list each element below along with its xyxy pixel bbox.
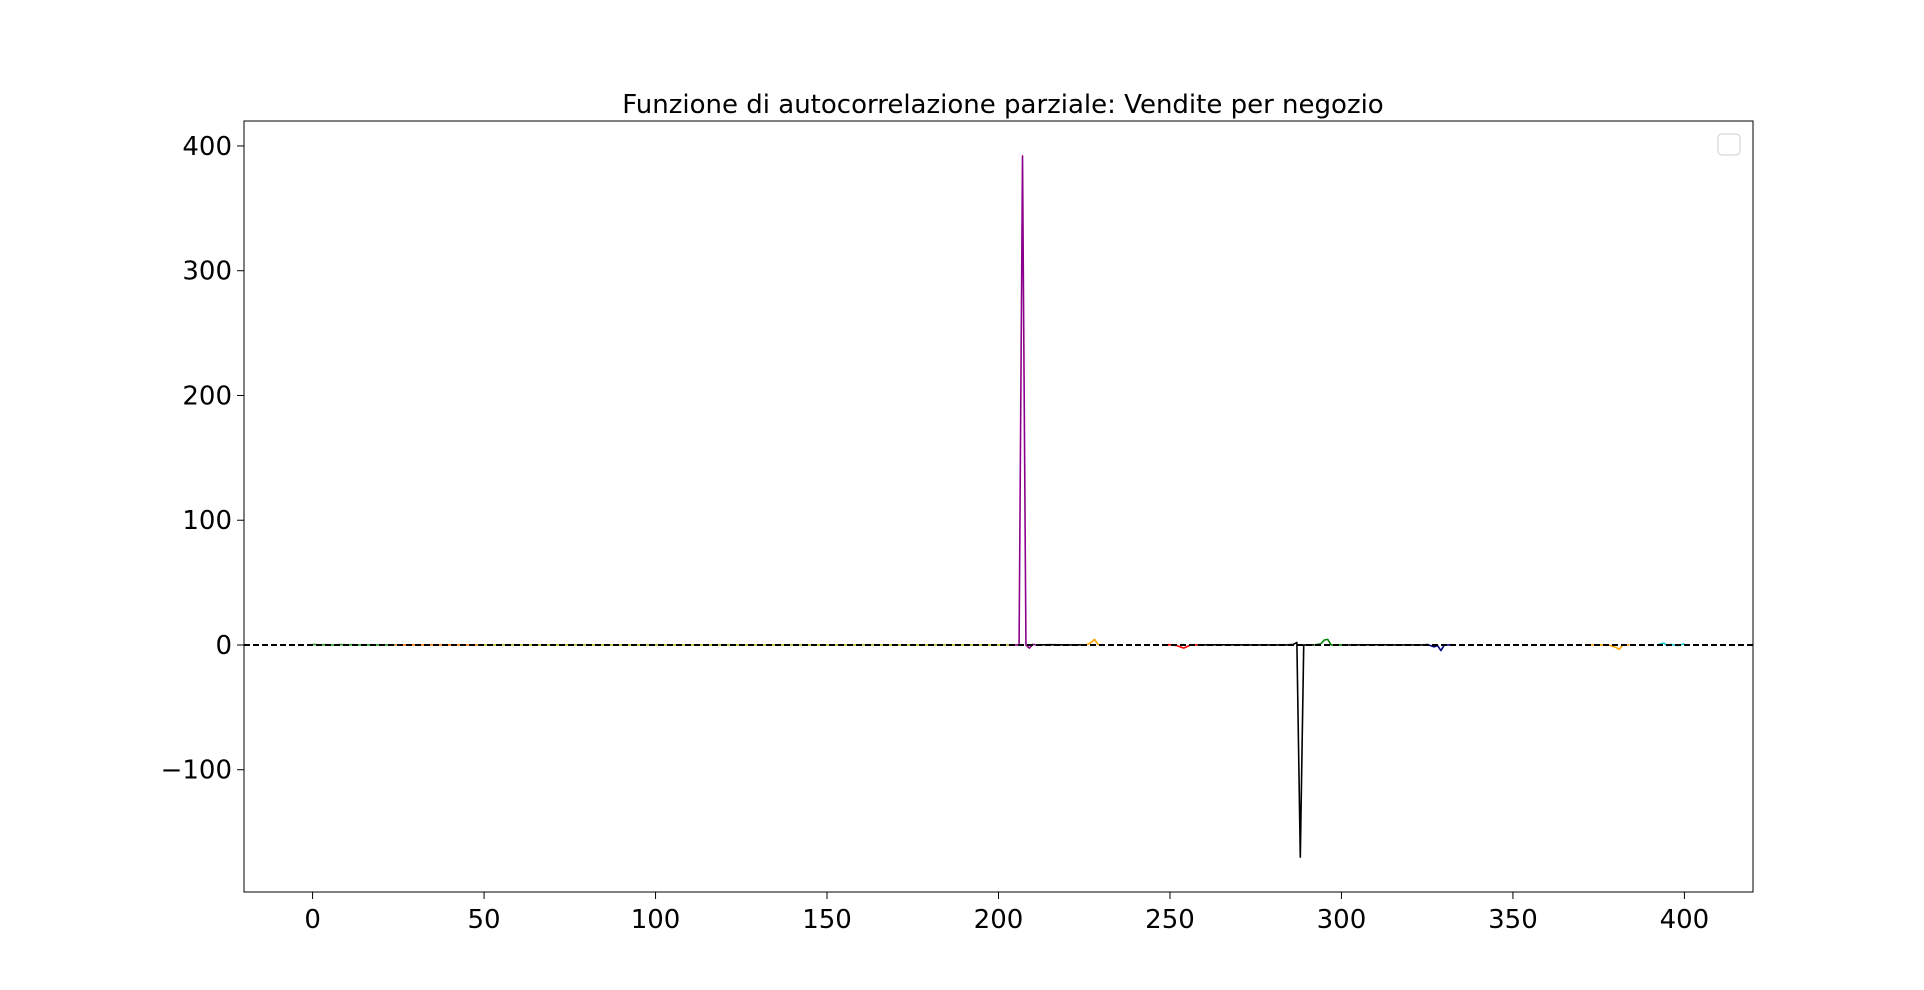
x-tick-label: 200 [974, 905, 1024, 935]
y-tick-label: 400 [182, 132, 232, 162]
y-axis: 400 300 200 100 0 −100 [161, 132, 244, 786]
x-tick-label: 150 [802, 905, 852, 935]
x-tick-label: 250 [1145, 905, 1195, 935]
x-tick-label: 100 [631, 905, 681, 935]
y-tick-label: 100 [182, 506, 232, 536]
chart-title: Funzione di autocorrelazione parziale: V… [622, 90, 1383, 120]
y-tick-label: 300 [182, 257, 232, 287]
x-tick-label: 400 [1660, 905, 1710, 935]
y-tick-label: 0 [215, 631, 232, 661]
x-tick-label: 300 [1317, 905, 1367, 935]
x-tick-label: 50 [468, 905, 501, 935]
legend-box [1717, 133, 1741, 156]
y-tick-label: 200 [182, 381, 232, 411]
x-tick-label: 350 [1488, 905, 1538, 935]
x-axis: 0 50 100 150 200 250 300 350 400 [304, 892, 1709, 935]
plot-area [243, 120, 1754, 893]
x-tick-label: 0 [304, 905, 321, 935]
y-tick-label: −100 [161, 756, 232, 786]
